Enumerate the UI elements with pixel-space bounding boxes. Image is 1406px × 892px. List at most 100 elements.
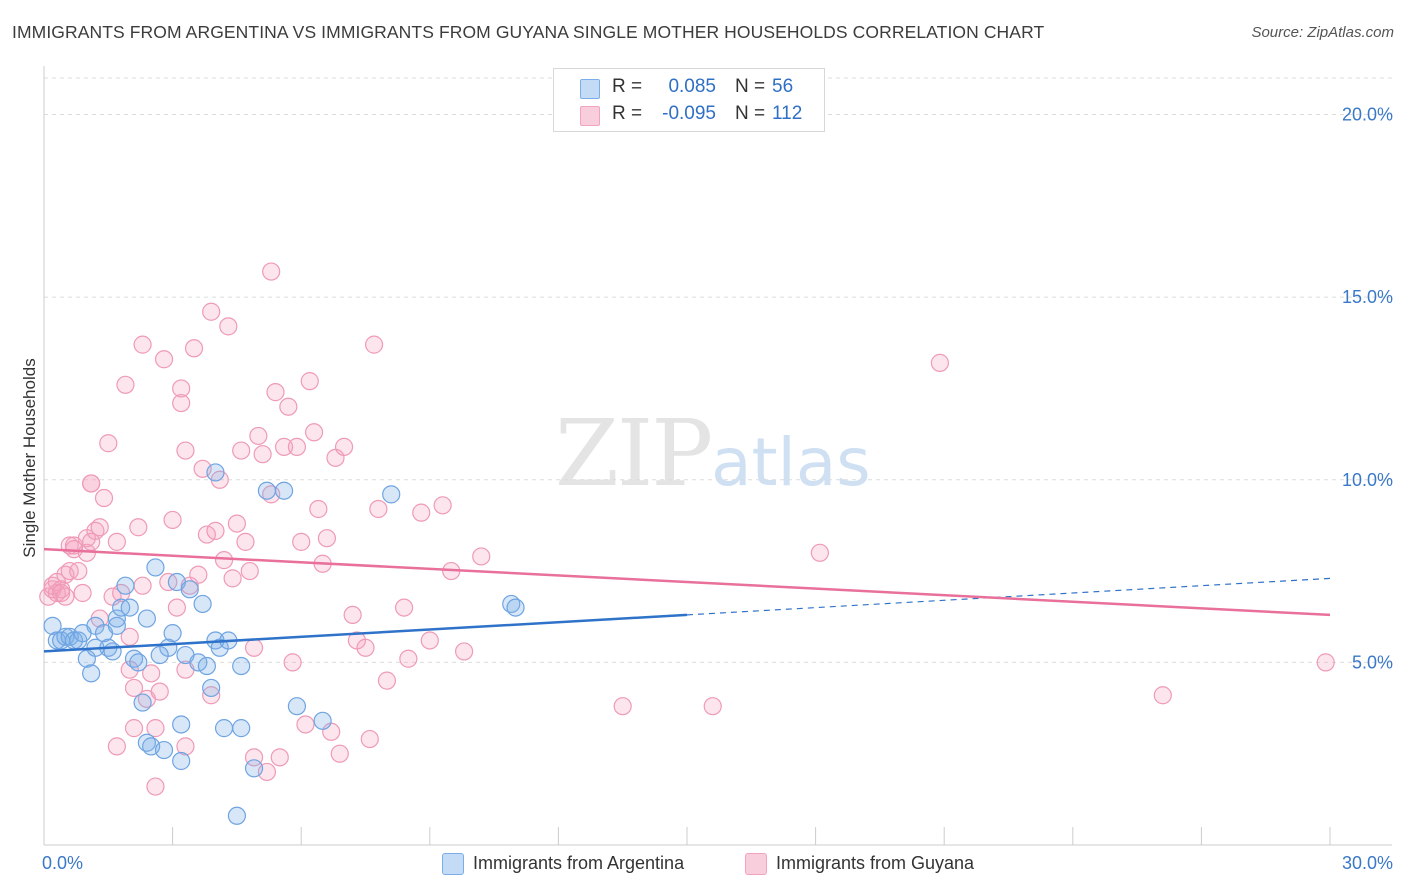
guyana-point [420, 631, 439, 650]
guyana-point [377, 671, 397, 690]
argentina-point [274, 481, 294, 500]
argentina-point [129, 653, 148, 672]
argentina-legend-label: Immigrants from Argentina [473, 853, 685, 873]
guyana-point [613, 697, 632, 716]
guyana-point [292, 532, 311, 551]
watermark-zip: ZIP [555, 400, 713, 507]
guyana-point [69, 561, 88, 581]
legend-r-value: 0.085 [668, 76, 716, 97]
guyana-point [1153, 686, 1172, 705]
guyana-point [184, 339, 204, 358]
guyana-point [172, 379, 191, 398]
guyana-point [364, 335, 384, 354]
guyana-point [232, 441, 251, 460]
guyana-point [133, 576, 152, 595]
legend-r-label: R = [612, 103, 643, 124]
guyana-point [163, 510, 182, 530]
guyana-point [202, 302, 221, 321]
argentina-point [506, 598, 525, 617]
guyana-point [223, 569, 242, 588]
argentina-point [107, 609, 126, 628]
legend-r-value: -0.095 [662, 103, 716, 124]
guyana-point [107, 532, 126, 551]
guyana-point [249, 426, 268, 446]
guyana-point [279, 397, 298, 416]
guyana-point [206, 521, 225, 540]
guyana-point [150, 682, 169, 701]
guyana-point [219, 317, 238, 336]
guyana-point [356, 638, 375, 657]
argentina-point [244, 759, 264, 778]
legend-n-value: 56 [772, 76, 794, 97]
guyana-point [433, 496, 452, 515]
guyana-point [146, 719, 165, 738]
guyana-point [472, 547, 491, 566]
argentina-point [82, 664, 101, 683]
argentina-trend-extension [686, 577, 1331, 616]
guyana-point [454, 642, 474, 661]
guyana-point [82, 474, 101, 493]
guyana-point [296, 715, 315, 734]
argentina-point [43, 616, 62, 635]
guyana-point [1316, 653, 1335, 672]
watermark-atlas: atlas [711, 424, 871, 501]
guyana-point [142, 664, 161, 683]
argentina-point [232, 719, 251, 738]
x-tick-label: 30.0% [1342, 853, 1393, 873]
guyana-point [399, 649, 418, 668]
guyana-point [270, 748, 289, 767]
guyana-point [287, 437, 307, 456]
guyana-point [412, 503, 431, 522]
argentina-point [73, 624, 92, 643]
guyana-point [304, 423, 324, 442]
guyana-point [94, 488, 114, 508]
guyana-point [146, 777, 165, 796]
guyana-point [227, 514, 246, 533]
chart-title: IMMIGRANTS FROM ARGENTINA VS IMMIGRANTS … [12, 22, 1045, 42]
guyana-point [116, 375, 135, 394]
argentina-point [214, 719, 234, 738]
guyana-point [253, 445, 272, 464]
legend-n-label: N = [735, 76, 766, 97]
guyana-point [133, 335, 152, 354]
argentina-point [257, 481, 277, 500]
legend-n-label: N = [735, 103, 766, 124]
y-tick-label: 20.0% [1342, 105, 1393, 125]
guyana-point [129, 518, 148, 537]
y-axis-label: Single Mother Households [20, 358, 39, 558]
argentina-point [193, 594, 212, 614]
guyana-point [154, 350, 174, 369]
guyana-point [176, 441, 195, 460]
watermark: ZIPatlas [555, 400, 871, 507]
guyana-legend-label: Immigrants from Guyana [776, 853, 975, 873]
guyana-point [167, 598, 186, 617]
argentina-point [382, 485, 401, 504]
argentina-point [197, 656, 216, 676]
guyana-point [394, 598, 414, 617]
axes [43, 66, 1392, 846]
data-points [39, 262, 1335, 825]
argentina-point [180, 580, 199, 599]
legend-row-guyana: R = -0.095 N = 112 [554, 102, 824, 128]
argentina-point [137, 609, 156, 628]
guyana-point [274, 437, 294, 456]
guyana-point [99, 434, 118, 453]
guyana-point [309, 499, 328, 519]
guyana-point [262, 262, 281, 281]
guyana-point [107, 737, 126, 756]
guyana-point [236, 532, 255, 551]
guyana-point [266, 383, 285, 402]
guyana-point [189, 565, 208, 584]
argentina-point [232, 656, 251, 676]
y-tick-label: 15.0% [1342, 287, 1393, 307]
argentina-legend-swatch [442, 853, 464, 875]
argentina-point [313, 711, 332, 730]
argentina-point [103, 642, 122, 661]
argentina-point [172, 715, 191, 734]
guyana-point [369, 499, 388, 519]
guyana-point [124, 678, 144, 698]
guyana-point [82, 532, 101, 551]
tick-labels: 5.0% 10.0% 15.0% 20.0% 0.0% 30.0% [42, 105, 1393, 873]
guyana-point [283, 653, 302, 672]
